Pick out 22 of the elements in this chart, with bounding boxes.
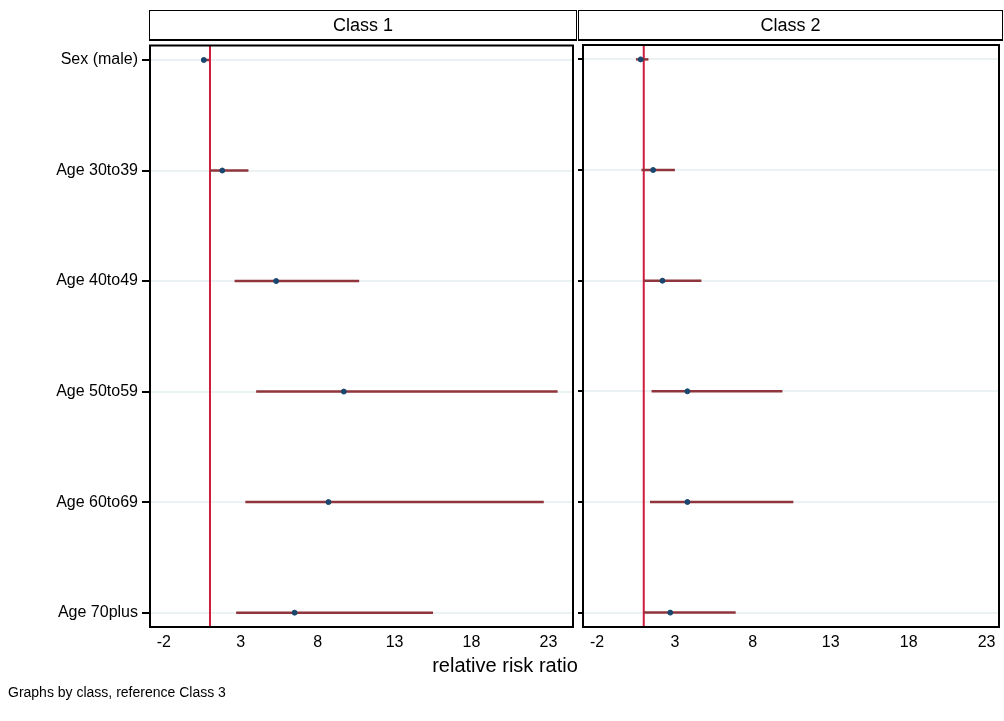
y-tick-label: Age 70plus <box>57 603 138 621</box>
x-tick-label: -2 <box>589 633 605 651</box>
y-tick-label: Age 40to49 <box>56 271 139 289</box>
y-tick-label: Age 30to39 <box>56 160 139 178</box>
x-tick-label: 8 <box>748 633 758 651</box>
x-axis-title: relative risk ratio <box>431 654 579 677</box>
chart-title: Class 1 <box>149 10 577 41</box>
y-tick-label: Sex (male) <box>60 50 138 68</box>
x-tick-label: 23 <box>977 633 996 651</box>
x-tick-label: 3 <box>670 633 680 651</box>
chart-title: Class 2 <box>578 10 1003 41</box>
x-tick-label: 8 <box>313 633 323 651</box>
text: Graphs by class, reference Class 3 <box>8 684 226 700</box>
x-tick-label: 18 <box>899 633 918 651</box>
x-tick-label: 13 <box>821 633 840 651</box>
x-tick-label: -2 <box>156 633 172 651</box>
y-tick-label: Age 60to69 <box>56 492 139 510</box>
x-tick-label: 13 <box>385 633 404 651</box>
x-tick-label: 3 <box>236 633 246 651</box>
x-tick-label: 23 <box>539 633 558 651</box>
y-tick-label: Age 50to59 <box>56 381 139 399</box>
x-tick-label: 18 <box>462 633 481 651</box>
